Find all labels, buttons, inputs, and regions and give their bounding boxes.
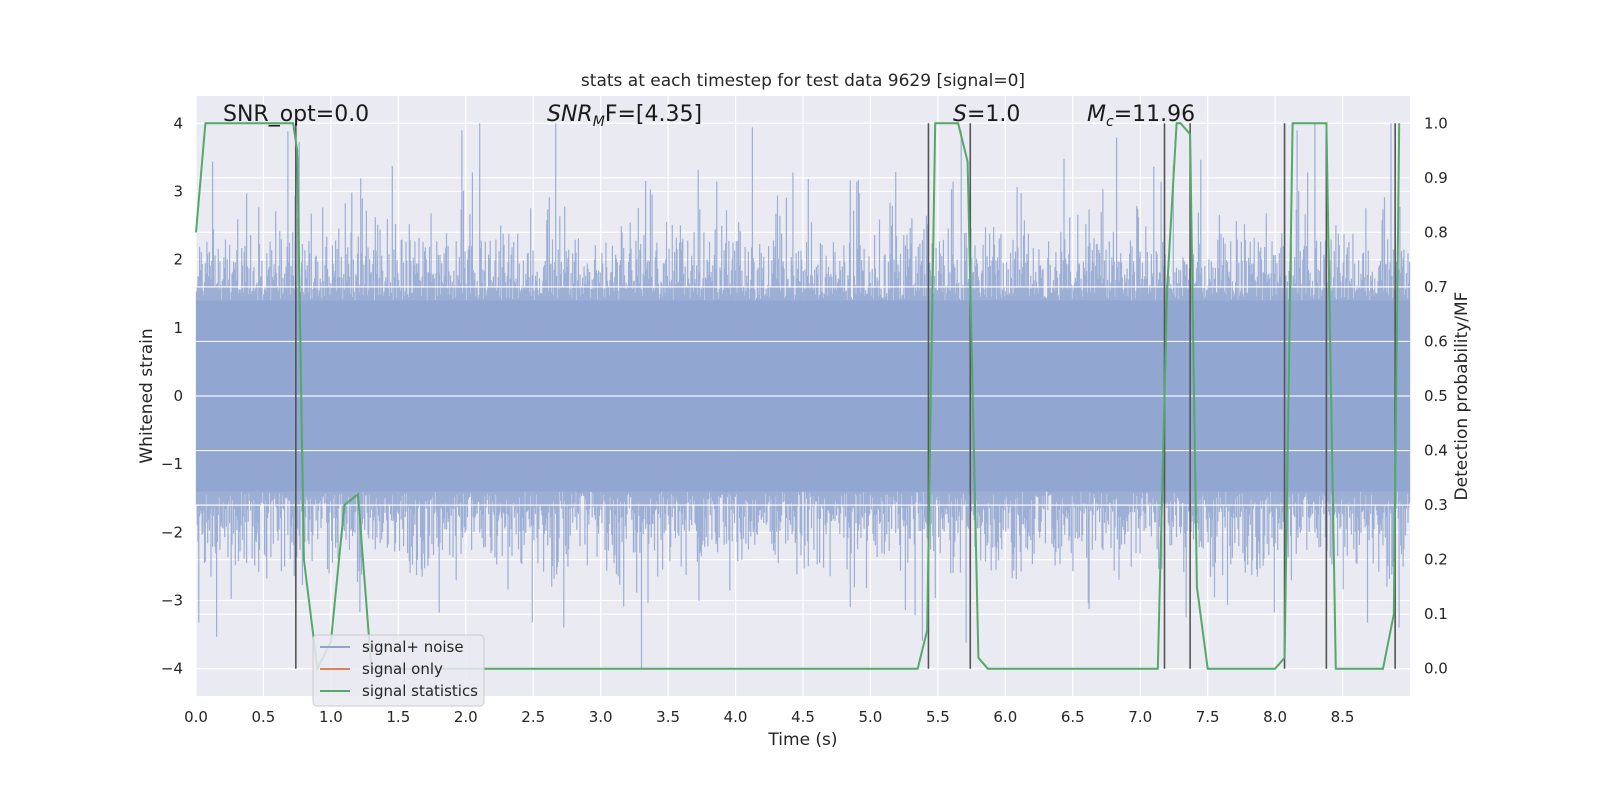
- x-tick-label: 1.5: [386, 708, 410, 726]
- chart-title: stats at each timestep for test data 962…: [581, 71, 1025, 91]
- signal-noise-series: [195, 123, 1411, 669]
- annotation-mc-sub: c: [1106, 114, 1114, 130]
- annotation-snr-mf-rest: F=[4.35]: [605, 102, 702, 127]
- x-tick-label: 3.0: [589, 708, 613, 726]
- y2-tick-label: 0.4: [1424, 442, 1448, 460]
- x-tick-labels: 0.0 0.5 1.0 1.5 2.0 2.5 3.0 3.5 4.0 4.5 5.0 5.5 6.0 6…: [184, 708, 1354, 726]
- y2-tick-label: 0.5: [1424, 387, 1448, 405]
- y2-tick-labels: 1.0 0.9 0.8 0.7 0.6 0.5 0.4 0.3 0.2 0.1 0.0: [1424, 114, 1448, 677]
- y-tick-label: 3: [173, 182, 183, 200]
- y2-tick-label: 1.0: [1424, 114, 1448, 132]
- annotation-snr-opt: SNR_opt=0.0: [223, 102, 369, 127]
- legend-label-statistics: signal statistics: [362, 682, 478, 700]
- x-tick-label: 0.0: [184, 708, 208, 726]
- y-tick-label: −1: [161, 455, 183, 473]
- x-tick-label: 0.5: [252, 708, 276, 726]
- y-tick-label: 2: [173, 251, 183, 269]
- x-tick-label: 1.0: [319, 708, 343, 726]
- y-tick-label: −4: [161, 660, 183, 678]
- x-tick-label: 7.0: [1128, 708, 1152, 726]
- y2-tick-label: 0.8: [1424, 223, 1448, 241]
- y-tick-labels: 4 3 2 1 0 −1 −2 −3 −4: [161, 114, 183, 677]
- annotation-mc-rest: =11.96: [1114, 102, 1195, 127]
- x-tick-label: 5.5: [926, 708, 950, 726]
- annotation-s-stat: S=1.0: [953, 102, 1020, 127]
- legend-label-signal-only: signal only: [362, 660, 443, 678]
- x-tick-label: 6.5: [1061, 708, 1085, 726]
- annotation-snr-mf-sub: M: [593, 114, 605, 130]
- y-axis-label: Whitened strain: [137, 328, 157, 463]
- y2-tick-label: 0.0: [1424, 660, 1448, 678]
- x-tick-label: 5.0: [859, 708, 883, 726]
- x-tick-label: 4.0: [724, 708, 748, 726]
- x-tick-label: 7.5: [1196, 708, 1220, 726]
- annotation-snr-mf-main: SNR: [547, 102, 593, 127]
- y-tick-label: −3: [161, 592, 183, 610]
- y-tick-label: −2: [161, 523, 183, 541]
- x-tick-label: 8.0: [1263, 708, 1287, 726]
- y-tick-label: 1: [173, 319, 183, 337]
- annotation-mc-main: M: [1087, 102, 1106, 127]
- y2-tick-label: 0.6: [1424, 332, 1448, 350]
- y2-tick-label: 0.7: [1424, 278, 1448, 296]
- annotation-s-rest: =1.0: [967, 102, 1020, 127]
- legend-label-noise: signal+ noise: [362, 638, 464, 656]
- x-tick-label: 2.5: [521, 708, 545, 726]
- y2-tick-label: 0.3: [1424, 496, 1448, 514]
- x-tick-label: 3.5: [656, 708, 680, 726]
- y-tick-label: 0: [173, 387, 183, 405]
- annotation-snr-mf: SNRMF=[4.35]: [547, 102, 702, 130]
- y2-tick-label: 0.1: [1424, 605, 1448, 623]
- legend-box: [312, 634, 485, 707]
- annotation-s-main: S: [953, 102, 967, 127]
- y2-tick-label: 0.9: [1424, 169, 1448, 187]
- x-tick-label: 4.5: [791, 708, 815, 726]
- x-tick-label: 8.5: [1331, 708, 1355, 726]
- y-tick-label: 4: [173, 114, 183, 132]
- y2-axis-label: Detection probability/MF: [1452, 292, 1472, 501]
- x-tick-label: 2.0: [454, 708, 478, 726]
- x-axis-label: Time (s): [767, 730, 837, 750]
- legend: signal+ noise signal only signal statist…: [312, 634, 485, 707]
- x-tick-label: 6.0: [993, 708, 1017, 726]
- annotation-mc: Mc=11.96: [1087, 102, 1195, 130]
- y2-tick-label: 0.2: [1424, 551, 1448, 569]
